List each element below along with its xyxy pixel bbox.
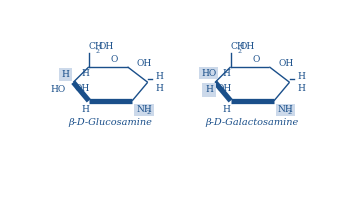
Text: 2: 2 [146,110,150,115]
Text: β-D-Glucosamine: β-D-Glucosamine [69,118,152,127]
Text: H: H [155,72,163,81]
Text: 2: 2 [238,49,242,54]
Text: CH: CH [231,43,245,51]
Text: OH: OH [217,84,232,93]
Text: HO: HO [201,69,217,78]
Text: H: H [297,72,305,81]
Text: H: H [297,84,305,93]
Text: OH: OH [240,43,255,51]
Text: 2: 2 [96,49,100,54]
Text: H: H [223,106,231,114]
Text: H: H [223,69,231,78]
Text: H: H [155,84,163,93]
Text: NH: NH [278,106,294,114]
Text: β-D-Galactosamine: β-D-Galactosamine [206,118,299,127]
Text: OH: OH [137,59,152,68]
Text: OH: OH [279,59,294,68]
Text: H: H [205,86,213,94]
Text: OH: OH [75,84,90,93]
Text: H: H [81,69,89,78]
Text: CH: CH [89,43,104,51]
Text: OH: OH [98,43,114,51]
Text: H: H [62,70,70,79]
Text: HO: HO [50,86,66,94]
Text: O: O [111,55,118,64]
Text: H: H [81,106,89,114]
Text: 2: 2 [288,110,292,115]
Text: NH: NH [136,106,152,114]
Text: O: O [252,55,260,64]
